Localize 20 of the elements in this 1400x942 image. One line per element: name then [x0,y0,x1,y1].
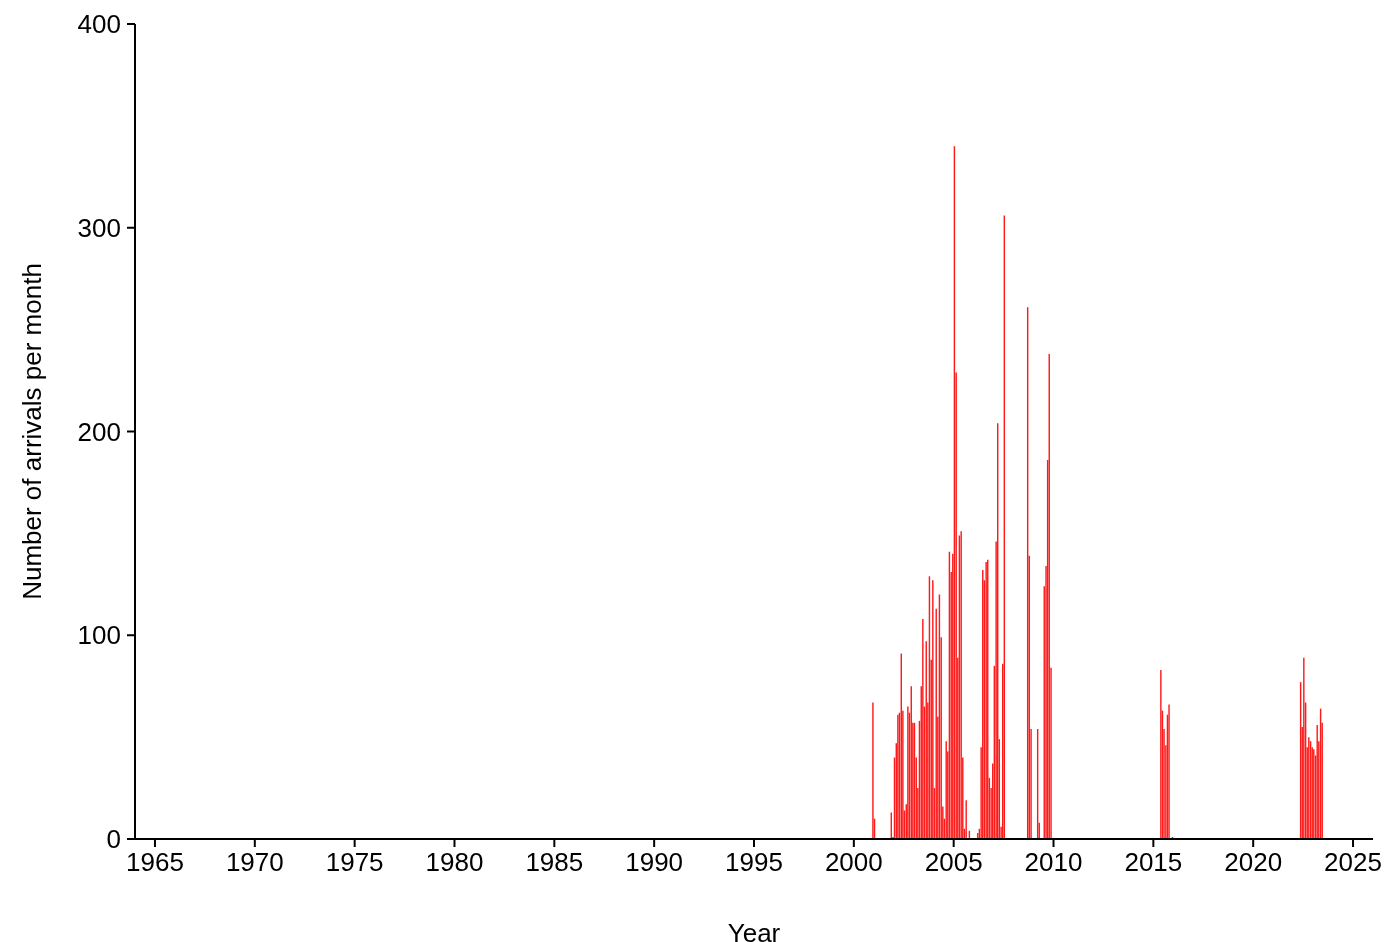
y-tick-label: 200 [77,416,121,447]
x-tick-label: 1965 [126,847,184,878]
x-tick-label: 2020 [1224,847,1283,878]
x-tick-label: 2025 [1324,847,1382,878]
y-tick-label: 300 [77,212,121,243]
y-tick-label: 100 [77,620,121,651]
x-axis-title: Year [727,918,781,942]
x-tick-label: 2015 [1124,847,1183,878]
x-tick-label: 1980 [425,847,484,878]
x-tick-label: 2010 [1024,847,1083,878]
y-axis-title: Number of arrivals per month [17,263,47,600]
x-tick-label: 2000 [824,847,883,878]
x-tick-label: 1970 [225,847,284,878]
y-tick-label: 400 [77,9,121,40]
x-tick-label: 1985 [525,847,584,878]
x-tick-label: 1995 [725,847,783,878]
x-tick-label: 1990 [625,847,684,878]
y-tick-label: 0 [106,824,121,855]
x-tick-label: 2005 [924,847,983,878]
x-tick-label: 1975 [325,847,384,878]
